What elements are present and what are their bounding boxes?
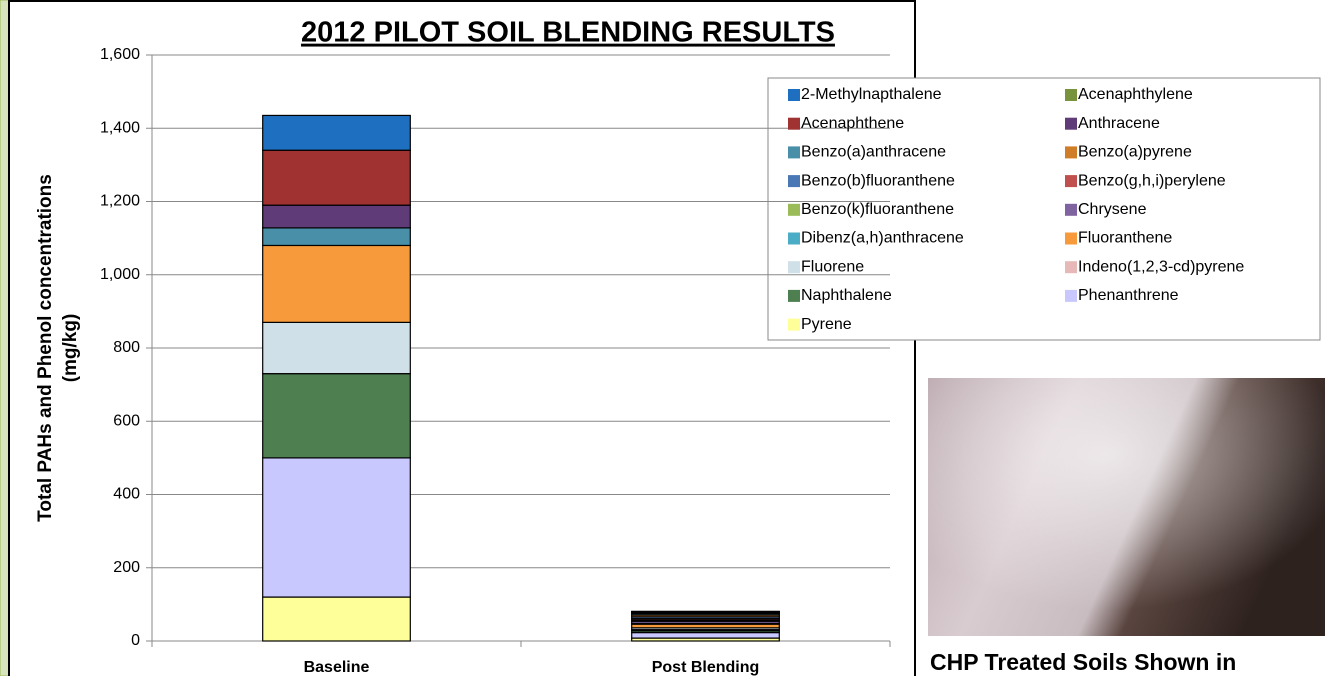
legend-label: Benzo(b)fluoranthene	[801, 172, 955, 189]
legend-swatch	[1065, 89, 1077, 101]
y-tick-label: 1,600	[100, 46, 140, 63]
legend-label: Dibenz(a,h)anthracene	[801, 230, 964, 247]
legend-label: Chrysene	[1078, 201, 1147, 218]
legend-swatch	[1065, 204, 1077, 216]
legend-label: 2-Methylnapthalene	[801, 86, 942, 103]
y-tick-label: 400	[113, 486, 140, 503]
y-axis-label: Total PAHs and Phenol concentrations	[35, 174, 56, 522]
slide: 2012 PILOT SOIL BLENDING RESULTS Total P…	[0, 0, 1329, 676]
legend-swatch	[788, 175, 800, 187]
bar-segment	[263, 374, 411, 458]
legend-swatch	[788, 118, 800, 130]
legend-label: Benzo(a)anthracene	[801, 144, 946, 161]
legend-swatch	[1065, 233, 1077, 245]
legend-swatch	[788, 146, 800, 158]
y-tick-label: 1,000	[100, 266, 140, 283]
y-tick-label: 1,400	[100, 119, 140, 136]
legend-swatch	[1065, 290, 1077, 302]
bar-segment	[263, 245, 411, 322]
legend-swatch	[788, 204, 800, 216]
legend-label: Benzo(k)fluoranthene	[801, 201, 954, 218]
photo-steam	[928, 378, 1325, 636]
y-tick-label: 0	[131, 632, 140, 649]
legend-swatch	[788, 261, 800, 273]
bar-segment	[263, 228, 411, 246]
bar-segment	[263, 150, 411, 205]
y-tick-label: 600	[113, 412, 140, 429]
legend-label: Fluoranthene	[1078, 230, 1172, 247]
photo-caption: CHP Treated Soils Shown in	[930, 649, 1236, 675]
legend-label: Pyrene	[801, 316, 852, 333]
legend-swatch	[1065, 261, 1077, 273]
bar-segment	[263, 322, 411, 373]
legend-swatch	[1065, 118, 1077, 130]
bar-segment	[263, 115, 411, 150]
bar-segment	[263, 597, 411, 641]
legend-label: Anthracene	[1078, 115, 1160, 132]
legend-label: Indeno(1,2,3-cd)pyrene	[1078, 258, 1244, 275]
legend-swatch	[1065, 175, 1077, 187]
legend-swatch	[788, 290, 800, 302]
legend-label: Phenanthrene	[1078, 287, 1179, 304]
bar-segment	[632, 633, 780, 638]
legend-swatch	[788, 233, 800, 245]
y-axis-label: (mg/kg)	[60, 314, 81, 383]
legend-swatch	[1065, 146, 1077, 158]
chart-title: 2012 PILOT SOIL BLENDING RESULTS	[301, 17, 835, 49]
bar-segment	[263, 205, 411, 228]
legend-label: Fluorene	[801, 258, 864, 275]
legend-label: Benzo(g,h,i)perylene	[1078, 172, 1226, 189]
x-tick-label: Post Blending	[652, 659, 760, 676]
legend-label: Acenaphthene	[801, 115, 904, 132]
y-tick-label: 200	[113, 559, 140, 576]
legend-label: Acenaphthylene	[1078, 86, 1193, 103]
y-tick-label: 1,200	[100, 193, 140, 210]
legend-swatch	[788, 89, 800, 101]
x-tick-label: Baseline	[304, 659, 370, 676]
bar-segment	[263, 458, 411, 597]
y-tick-label: 800	[113, 339, 140, 356]
legend-label: Benzo(a)pyrene	[1078, 144, 1192, 161]
legend-label: Naphthalene	[801, 287, 892, 304]
legend-swatch	[788, 319, 800, 331]
